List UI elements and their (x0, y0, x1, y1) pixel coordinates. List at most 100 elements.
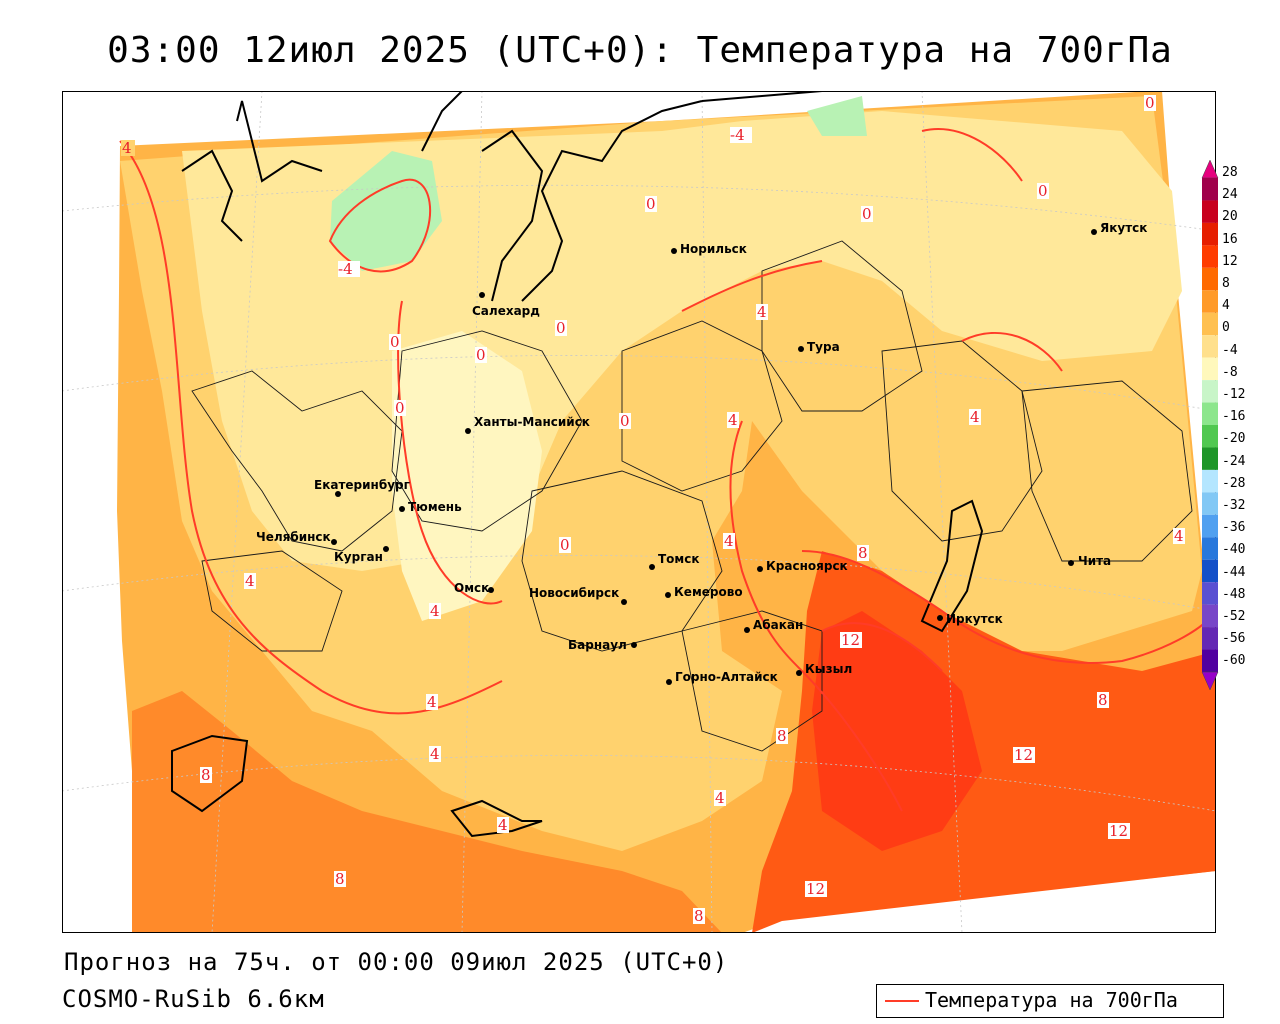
city-abakan[interactable]: Абакан (744, 618, 803, 633)
svg-text:12: 12 (1109, 822, 1128, 840)
scale-color-box (1202, 312, 1218, 336)
forecast-info: Прогноз на 75ч. от 00:00 09июл 2025 (UTC… (64, 948, 729, 976)
svg-text:4: 4 (724, 532, 734, 550)
svg-text:-4: -4 (338, 260, 353, 278)
scale-tick-label: -48 (1222, 586, 1246, 602)
color-scale (1201, 160, 1219, 690)
scale-tick-label: 4 (1222, 298, 1230, 314)
contour-label: 0 (1037, 182, 1049, 200)
scale-tick-label: 16 (1222, 231, 1238, 247)
svg-text:4: 4 (245, 572, 255, 590)
contour-label: 4 (727, 411, 739, 429)
scale-color-box (1202, 492, 1218, 515)
city-novosibirsk[interactable]: Новосибирск (529, 586, 627, 605)
scale-top-arrow (1201, 160, 1219, 179)
svg-text:0: 0 (560, 536, 570, 554)
city-norilsk[interactable]: Норильск (671, 242, 747, 256)
contour-label: 8 (693, 907, 705, 925)
scale-color-box (1202, 425, 1218, 448)
contour-label: 0 (1144, 94, 1156, 112)
svg-text:4: 4 (430, 745, 440, 763)
scale-tick-label: 24 (1222, 187, 1238, 203)
legend-line-swatch (885, 1000, 919, 1002)
svg-text:Тура: Тура (807, 340, 840, 354)
scale-color-box (1202, 447, 1218, 470)
city-tyumen[interactable]: Тюмень (399, 500, 462, 514)
city-irkutsk[interactable]: Иркутск (937, 612, 1003, 626)
svg-text:12: 12 (806, 880, 825, 898)
svg-text:Горно-Алтайск: Горно-Алтайск (675, 670, 778, 684)
svg-text:Норильск: Норильск (680, 242, 747, 256)
contour-label: -4 (338, 260, 360, 278)
city-chita[interactable]: Чита (1068, 554, 1111, 568)
svg-text:8: 8 (201, 766, 211, 784)
city-salekhard[interactable]: Салехард (472, 292, 540, 318)
contour-label: 12 (1013, 746, 1035, 764)
scale-color-box (1202, 357, 1218, 381)
scale-tick-label: 8 (1222, 276, 1230, 291)
svg-text:Томск: Томск (658, 552, 700, 566)
contour-label: 4 (756, 303, 768, 321)
svg-text:4: 4 (757, 303, 767, 321)
contour-label: 4 (497, 816, 509, 834)
legend-label: Температура на 700гПа (925, 988, 1178, 1012)
contour-label: 8 (200, 766, 212, 784)
scale-color-box (1202, 537, 1218, 560)
scale-tick-label: -32 (1222, 498, 1246, 513)
svg-text:Курган: Курган (334, 550, 383, 564)
model-name: COSMO-RuSib 6.6км (62, 985, 325, 1013)
svg-text:Барнаул: Барнаул (568, 638, 627, 652)
city-krasnoyarsk[interactable]: Красноярск (757, 559, 848, 573)
scale-tick-label: -4 (1222, 342, 1238, 358)
city-barnaul[interactable]: Барнаул (568, 638, 637, 652)
svg-text:4: 4 (970, 408, 980, 426)
city-omsk[interactable]: Омск (454, 581, 494, 595)
city-tura[interactable]: Тура (798, 340, 840, 354)
contour-label: 0 (559, 536, 571, 554)
legend: Температура на 700гПа (876, 984, 1224, 1018)
svg-text:Красноярск: Красноярск (766, 559, 848, 573)
city-kyzyl[interactable]: Кызыл (796, 662, 852, 676)
city-kurgan[interactable]: Курган (334, 546, 389, 564)
city-tomsk[interactable]: Томск (649, 552, 700, 570)
scale-tick-label: -12 (1222, 387, 1246, 402)
svg-text:0: 0 (395, 399, 405, 417)
scale-tick-label: -56 (1222, 631, 1246, 647)
city-yekaterinburg[interactable]: Екатеринбург (314, 478, 410, 497)
svg-text:Челябинск: Челябинск (256, 530, 331, 544)
contour-label: 12 (805, 880, 827, 898)
svg-text:Якутск: Якутск (1100, 221, 1147, 235)
svg-text:Иркутск: Иркутск (946, 612, 1003, 626)
warm-area-southwest (132, 691, 722, 933)
contour-label: 4 (1173, 527, 1185, 545)
city-yakutsk[interactable]: Якутск (1091, 221, 1147, 235)
svg-text:Екатеринбург: Екатеринбург (314, 478, 410, 492)
svg-text:12: 12 (841, 631, 860, 649)
scale-color-box (1202, 200, 1218, 223)
scale-color-box (1202, 290, 1218, 313)
svg-text:8: 8 (858, 544, 868, 562)
scale-tick-label: -40 (1222, 542, 1246, 558)
scale-color-box (1202, 649, 1218, 672)
scale-color-box (1202, 267, 1218, 291)
scale-tick-label: -28 (1222, 475, 1246, 491)
contour-label: 8 (776, 727, 788, 745)
scale-color-box (1202, 178, 1218, 201)
city-chelyabinsk[interactable]: Челябинск (256, 530, 337, 545)
contour-label: 0 (389, 333, 401, 351)
svg-text:Салехард: Салехард (472, 304, 540, 318)
scale-color-box (1202, 245, 1218, 268)
contour-label: 4 (714, 789, 726, 807)
contour-label: 4 (429, 602, 441, 620)
scale-color-box (1202, 514, 1218, 538)
city-gorno-altaysk[interactable]: Горно-Алтайск (666, 670, 778, 685)
city-khanty-mansiysk[interactable]: Ханты-Мансийск (465, 415, 590, 434)
contour-label: 12 (1108, 822, 1130, 840)
cold-area-north (807, 96, 867, 136)
svg-text:Тюмень: Тюмень (408, 500, 462, 514)
temperature-map[interactable]: 4 -4 -4 0 0 0 0 0 0 0 0 0 0 4 4 4 4 4 4 … (62, 91, 1216, 933)
scale-tick-label: -44 (1222, 564, 1246, 580)
city-kemerovo[interactable]: Кемерово (665, 585, 743, 599)
contour-label: 12 (840, 631, 862, 649)
svg-text:8: 8 (1098, 691, 1108, 709)
